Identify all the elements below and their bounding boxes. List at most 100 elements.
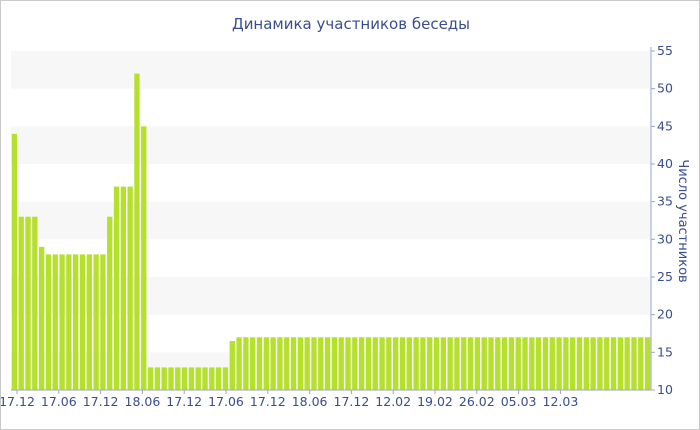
bar bbox=[147, 367, 154, 390]
bar bbox=[66, 254, 72, 390]
bar bbox=[644, 337, 651, 390]
bar bbox=[624, 337, 630, 390]
grid-band bbox=[11, 201, 651, 240]
y-tick-label: 30 bbox=[657, 231, 673, 246]
bar bbox=[86, 254, 92, 390]
bar bbox=[331, 337, 338, 390]
x-tick-label: 17.12 bbox=[1, 394, 35, 409]
x-tick-label: 26.02 bbox=[459, 394, 495, 409]
bar bbox=[372, 337, 378, 390]
y-tick-label: 15 bbox=[657, 344, 673, 359]
bar bbox=[161, 367, 167, 390]
bar bbox=[195, 367, 201, 390]
grid-band bbox=[11, 277, 651, 315]
bar bbox=[229, 341, 235, 390]
bar bbox=[345, 337, 351, 390]
y-tick-label: 55 bbox=[657, 43, 673, 58]
bar bbox=[597, 337, 603, 390]
bar bbox=[467, 337, 474, 390]
y-tick-label: 10 bbox=[657, 382, 673, 397]
bar bbox=[188, 367, 195, 390]
bar bbox=[216, 367, 222, 390]
y-tick-label: 45 bbox=[657, 118, 673, 133]
bar bbox=[168, 367, 174, 390]
bar bbox=[393, 337, 399, 390]
grid-bands bbox=[11, 51, 651, 390]
bar bbox=[522, 337, 528, 390]
x-tick-label: 17.12 bbox=[83, 394, 119, 409]
bar bbox=[358, 337, 365, 390]
bar bbox=[311, 337, 317, 390]
bar bbox=[563, 337, 569, 390]
x-tick-label: 12.03 bbox=[543, 394, 579, 409]
chart-title: Динамика участников беседы bbox=[232, 15, 470, 33]
y-axis-label: Число участников bbox=[675, 159, 690, 282]
x-tick-label: 05.03 bbox=[501, 394, 537, 409]
bar bbox=[236, 337, 242, 390]
x-tick-label: 19.02 bbox=[417, 394, 453, 409]
grid-band bbox=[11, 126, 651, 164]
grid-band bbox=[11, 352, 651, 390]
bar bbox=[284, 337, 290, 390]
bar bbox=[263, 337, 269, 390]
bar bbox=[399, 337, 406, 390]
bar bbox=[638, 337, 644, 390]
bar bbox=[406, 337, 412, 390]
bar bbox=[495, 337, 501, 390]
bar bbox=[73, 254, 79, 390]
bar bbox=[290, 337, 297, 390]
bar bbox=[52, 254, 58, 390]
x-tick-label: 17.12 bbox=[250, 394, 286, 409]
bar bbox=[277, 337, 283, 390]
bar bbox=[141, 126, 147, 390]
bar bbox=[11, 133, 18, 390]
bar bbox=[25, 216, 31, 390]
bar bbox=[604, 337, 610, 390]
bar bbox=[250, 337, 256, 390]
x-tick-label: 17.06 bbox=[208, 394, 244, 409]
y-tick-label: 40 bbox=[657, 156, 673, 171]
bar bbox=[243, 337, 249, 390]
bar bbox=[120, 186, 126, 390]
bar bbox=[386, 337, 392, 390]
bar bbox=[59, 254, 65, 390]
bar bbox=[202, 367, 208, 390]
y-tick-label: 25 bbox=[657, 269, 673, 284]
bar bbox=[440, 337, 446, 390]
bar bbox=[100, 254, 106, 390]
bar bbox=[304, 337, 310, 390]
bar bbox=[536, 337, 542, 390]
bar bbox=[365, 337, 372, 390]
x-tick-label: 12.02 bbox=[375, 394, 411, 409]
bar bbox=[297, 337, 304, 390]
bar bbox=[93, 254, 99, 390]
bar bbox=[488, 337, 494, 390]
x-tick-label: 17.12 bbox=[166, 394, 202, 409]
x-tick-label: 17.06 bbox=[41, 394, 77, 409]
bar bbox=[107, 216, 113, 390]
x-ticks: 17.12 17.06 17.12 18.06 17.12 17.06 17.12 18.06… bbox=[1, 390, 578, 409]
bar bbox=[481, 337, 487, 390]
bar bbox=[501, 337, 508, 390]
x-tick-label: 18.06 bbox=[125, 394, 161, 409]
bar bbox=[338, 337, 344, 390]
x-tick-label: 17.12 bbox=[334, 394, 370, 409]
bar bbox=[113, 186, 120, 390]
bar bbox=[610, 337, 617, 390]
bar bbox=[181, 367, 188, 390]
bars bbox=[11, 73, 651, 390]
bar bbox=[631, 337, 637, 390]
bar bbox=[556, 337, 562, 390]
bar bbox=[18, 216, 24, 390]
bar bbox=[352, 337, 358, 390]
bar bbox=[134, 73, 140, 390]
y-tick-label: 20 bbox=[657, 307, 673, 322]
bar bbox=[454, 337, 460, 390]
bar bbox=[570, 337, 576, 390]
y-tick-label: 50 bbox=[657, 81, 673, 96]
bar bbox=[413, 337, 419, 390]
bar bbox=[508, 337, 515, 390]
bar bbox=[461, 337, 467, 390]
bar bbox=[583, 337, 589, 390]
